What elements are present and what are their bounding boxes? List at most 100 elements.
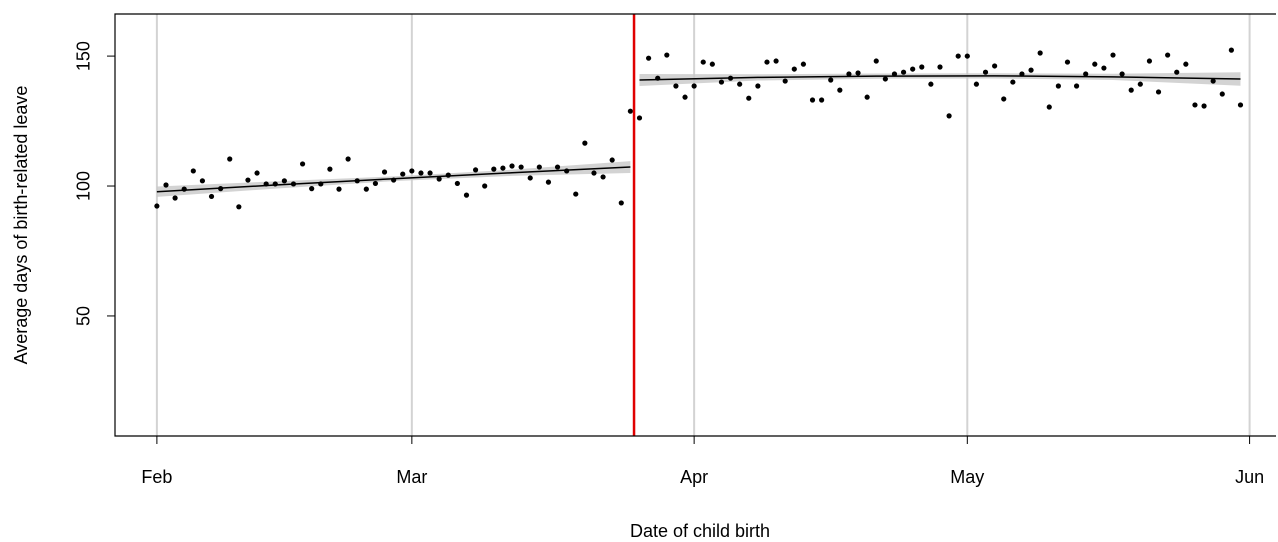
- data-point: [582, 140, 588, 146]
- data-point: [737, 81, 743, 87]
- data-point: [882, 76, 888, 82]
- data-point: [1019, 71, 1025, 77]
- confidence-band: [639, 72, 1241, 86]
- data-point: [1183, 61, 1189, 67]
- data-point: [272, 181, 278, 187]
- data-point: [1119, 71, 1125, 77]
- data-point: [1073, 83, 1080, 89]
- data-point: [500, 165, 506, 171]
- data-point: [281, 178, 287, 184]
- data-point: [773, 58, 779, 64]
- data-point: [564, 168, 570, 174]
- data-point: [309, 186, 315, 192]
- data-point: [709, 61, 715, 67]
- data-point: [627, 108, 633, 114]
- data-point: [372, 180, 379, 187]
- data-point: [409, 168, 415, 174]
- data-point: [1228, 47, 1234, 53]
- data-point: [746, 95, 752, 101]
- data-point: [609, 157, 615, 163]
- data-point: [381, 169, 388, 175]
- data-point: [764, 59, 770, 65]
- data-point: [700, 59, 706, 65]
- data-point: [1064, 59, 1071, 65]
- data-point: [955, 53, 961, 59]
- data-point: [1128, 87, 1134, 93]
- data-point: [1174, 69, 1180, 75]
- y-axis-label: Average days of birth-related leave: [11, 86, 31, 365]
- data-point: [573, 191, 579, 197]
- data-point: [809, 97, 816, 103]
- data-point: [673, 83, 679, 89]
- data-point: [545, 179, 552, 185]
- data-point: [1110, 52, 1116, 58]
- x-tick-label: Apr: [680, 467, 708, 487]
- data-point: [691, 83, 697, 89]
- data-point: [964, 53, 970, 59]
- data-point: [864, 94, 870, 100]
- data-point: [600, 174, 606, 180]
- data-point: [463, 192, 470, 198]
- data-point: [1192, 102, 1198, 108]
- data-point: [800, 61, 807, 67]
- data-point: [199, 178, 206, 184]
- data-point: [1146, 58, 1153, 64]
- data-point: [1092, 61, 1098, 67]
- data-point: [190, 168, 196, 174]
- data-point: [445, 172, 451, 178]
- x-tick-label: Feb: [141, 467, 172, 487]
- data-point: [782, 78, 788, 84]
- data-point: [172, 195, 178, 201]
- data-point: [664, 52, 670, 58]
- data-point: [1155, 89, 1162, 95]
- data-point: [318, 181, 324, 187]
- data-point: [208, 193, 215, 200]
- data-point: [336, 186, 342, 192]
- data-point: [919, 64, 925, 70]
- data-point: [491, 166, 497, 172]
- data-point: [1219, 91, 1225, 97]
- data-point: [1055, 83, 1061, 89]
- data-point: [163, 182, 169, 188]
- data-point: [982, 69, 989, 75]
- x-tick-label: Mar: [396, 467, 427, 487]
- data-point: [427, 170, 433, 176]
- data-point: [1101, 65, 1107, 71]
- data-point: [454, 180, 460, 187]
- plot-frame: [114, 13, 1276, 437]
- data-point: [755, 83, 761, 89]
- data-point: [973, 81, 980, 87]
- data-point: [327, 166, 333, 172]
- data-point: [290, 181, 297, 187]
- data-point: [1001, 96, 1007, 102]
- y-tick-label: 100: [74, 171, 94, 201]
- x-axis-label: Date of child birth: [630, 521, 770, 541]
- data-point: [354, 178, 360, 184]
- data-point: [718, 79, 725, 85]
- data-point: [873, 58, 879, 64]
- data-point: [482, 183, 488, 189]
- data-point: [1165, 52, 1171, 58]
- data-point: [436, 176, 442, 182]
- data-point: [900, 69, 907, 75]
- data-point: [937, 64, 943, 70]
- data-point: [245, 177, 251, 183]
- data-point: [819, 97, 825, 103]
- data-point: [1028, 67, 1034, 73]
- data-point: [591, 170, 597, 176]
- data-point: [791, 66, 797, 72]
- data-point: [1037, 50, 1043, 56]
- data-point: [727, 75, 734, 81]
- data-point: [891, 71, 898, 77]
- data-point: [536, 164, 542, 170]
- x-tick-label: May: [950, 467, 984, 487]
- data-point: [418, 170, 424, 176]
- fit-line: [639, 75, 1241, 81]
- data-point: [1210, 78, 1216, 84]
- data-point: [181, 186, 187, 192]
- data-point: [928, 81, 934, 87]
- data-point: [299, 161, 306, 167]
- data-point: [1201, 103, 1207, 109]
- data-point: [646, 55, 652, 61]
